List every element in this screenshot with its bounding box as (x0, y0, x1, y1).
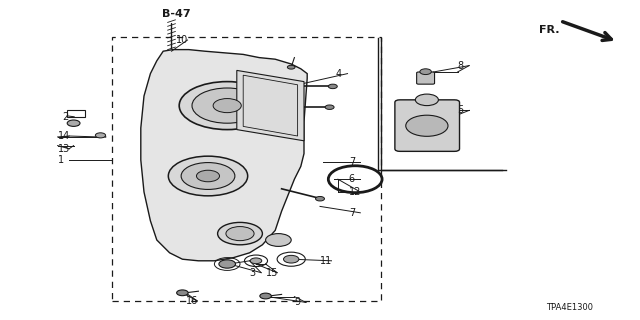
Text: 14: 14 (58, 131, 70, 141)
Circle shape (287, 65, 295, 69)
Circle shape (325, 105, 334, 109)
Circle shape (266, 234, 291, 246)
Circle shape (415, 94, 438, 106)
Text: FR.: FR. (540, 25, 560, 36)
Text: 4: 4 (336, 68, 342, 79)
FancyBboxPatch shape (395, 100, 460, 151)
Text: 7: 7 (349, 208, 355, 218)
Text: 3: 3 (250, 268, 256, 278)
Circle shape (226, 227, 254, 241)
Text: 16: 16 (186, 296, 198, 306)
Circle shape (192, 88, 262, 123)
Text: 11: 11 (320, 256, 332, 266)
Circle shape (284, 255, 299, 263)
Bar (112, 37, 381, 301)
Text: 15: 15 (266, 268, 278, 278)
Text: 9: 9 (294, 297, 301, 308)
Circle shape (218, 222, 262, 245)
Polygon shape (237, 70, 304, 141)
Circle shape (168, 156, 248, 196)
Circle shape (196, 170, 220, 182)
Text: TPA4E1300: TPA4E1300 (546, 303, 593, 312)
FancyBboxPatch shape (417, 72, 435, 84)
Text: 13: 13 (58, 144, 70, 154)
Circle shape (328, 84, 337, 89)
Text: 6: 6 (349, 174, 355, 184)
Text: B-47: B-47 (162, 9, 190, 20)
Circle shape (406, 115, 448, 136)
Circle shape (67, 120, 80, 126)
Circle shape (316, 196, 324, 201)
Bar (67, 110, 85, 117)
Circle shape (213, 99, 241, 113)
Circle shape (181, 163, 235, 189)
Circle shape (250, 258, 262, 264)
Text: 2: 2 (63, 112, 69, 122)
Circle shape (260, 293, 271, 299)
Circle shape (177, 290, 188, 296)
Text: 5: 5 (458, 105, 464, 116)
Text: 8: 8 (458, 60, 464, 71)
Circle shape (179, 82, 275, 130)
Circle shape (95, 133, 106, 138)
Text: 1: 1 (58, 155, 64, 165)
Polygon shape (141, 50, 307, 261)
Circle shape (219, 260, 236, 268)
Circle shape (420, 69, 431, 75)
Text: 12: 12 (349, 187, 361, 197)
Text: 10: 10 (176, 35, 188, 45)
Text: 7: 7 (349, 156, 355, 167)
